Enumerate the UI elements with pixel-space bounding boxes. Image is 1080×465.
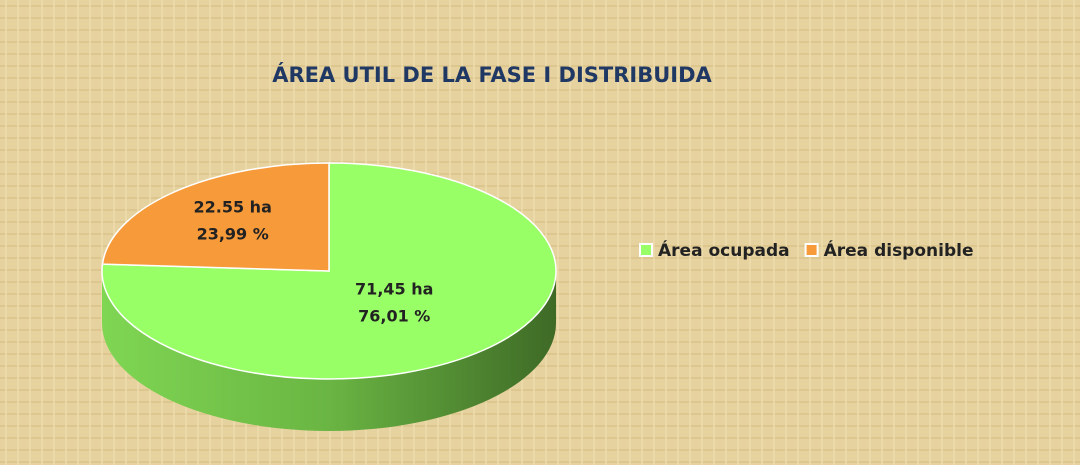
legend: Área ocupada Área disponible bbox=[639, 239, 974, 261]
pie: 71,45 ha 76,01 % 22.55 ha 23,99 % bbox=[101, 162, 557, 431]
pie-slice bbox=[101, 162, 330, 272]
legend-swatch bbox=[804, 243, 819, 257]
legend-label: Área disponible bbox=[824, 239, 974, 261]
legend-label: Área ocupada bbox=[658, 239, 790, 261]
value-label: 23,99 % bbox=[197, 225, 269, 244]
chart-title: ÁREA UTIL DE LA FASE I DISTRIBUIDA bbox=[272, 62, 712, 87]
area-label: 22.55 ha bbox=[194, 198, 272, 217]
legend-swatch bbox=[639, 243, 653, 257]
area-label: 71,45 ha bbox=[355, 280, 433, 299]
pie-side bbox=[102, 271, 556, 431]
pie-slice bbox=[101, 162, 557, 380]
value-label: 76,01 % bbox=[358, 307, 430, 326]
